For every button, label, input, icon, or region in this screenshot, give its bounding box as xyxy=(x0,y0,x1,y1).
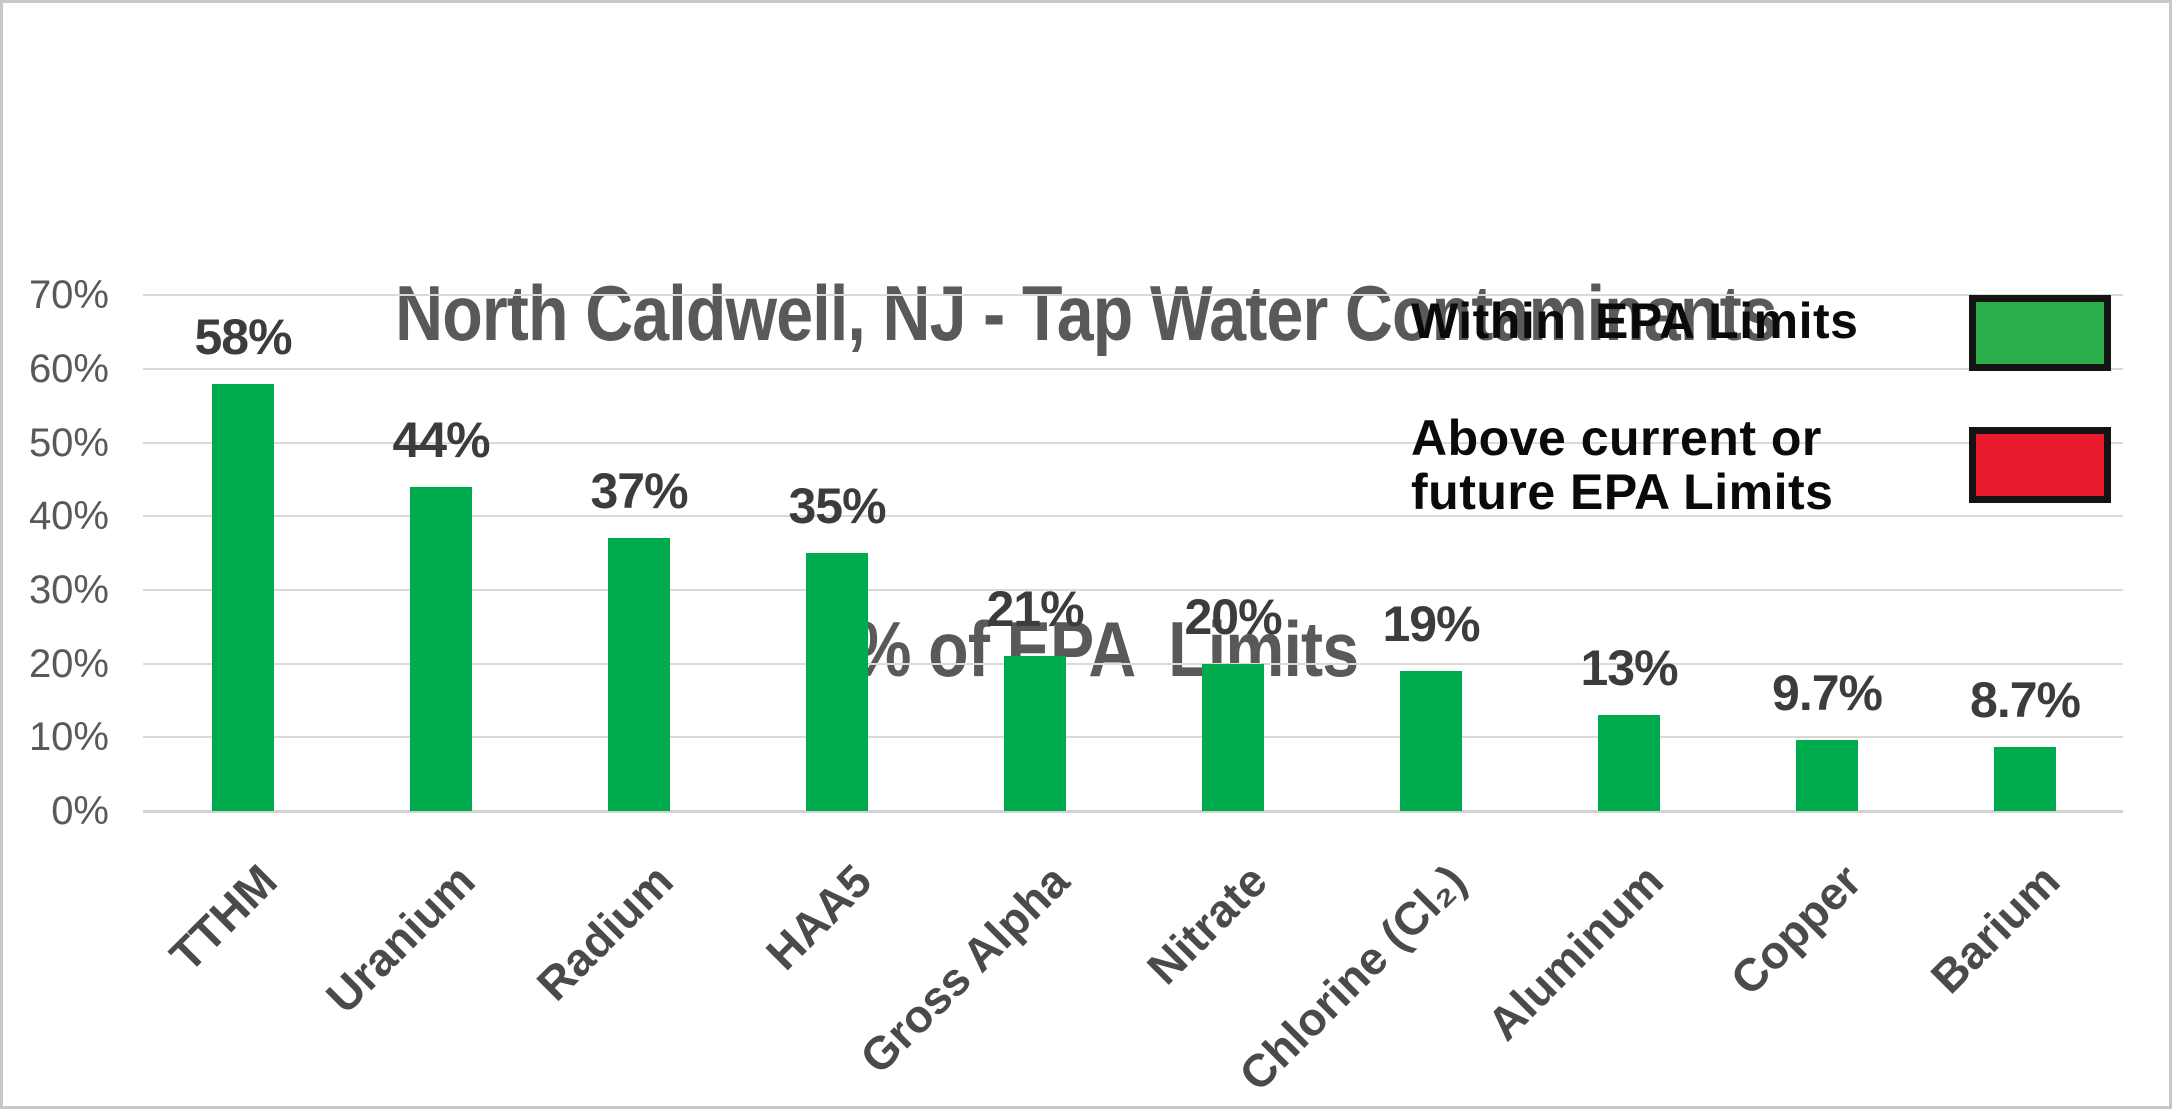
bar-tthm xyxy=(212,383,274,811)
x-axis-line xyxy=(143,810,2123,813)
y-axis-tick-label: 70% xyxy=(28,273,109,318)
bar-chlorine-cl- xyxy=(1400,671,1462,811)
legend-swatch-red xyxy=(1969,427,2111,503)
bar-value-label: 21% xyxy=(986,581,1084,638)
bar-aluminum xyxy=(1598,715,1660,811)
bar-value-label: 20% xyxy=(1184,588,1282,645)
bar-barium xyxy=(1994,746,2056,811)
y-axis-tick-label: 50% xyxy=(28,420,109,465)
legend-swatch-green xyxy=(1969,295,2111,371)
chart-title-line-1: North Caldwell, NJ - Tap Water Contamina… xyxy=(395,269,1777,357)
gridline xyxy=(143,736,2123,739)
gridline xyxy=(143,368,2123,371)
bar-value-label: 8.7% xyxy=(1970,671,2081,728)
bar-gross-alpha xyxy=(1004,656,1066,811)
bar-uranium xyxy=(410,486,472,811)
bar-nitrate xyxy=(1202,663,1264,811)
bar-value-label: 37% xyxy=(590,463,688,520)
bar-value-label: 9.7% xyxy=(1772,664,1883,721)
bar-copper xyxy=(1796,739,1858,811)
bar-value-label: 19% xyxy=(1382,596,1480,653)
bar-value-label: 44% xyxy=(392,411,490,468)
gridline xyxy=(143,515,2123,518)
y-axis-tick-label: 10% xyxy=(28,715,109,760)
gridline xyxy=(143,662,2123,665)
legend-label-above-epa-limits: Above current or future EPA Limits xyxy=(1411,410,1834,520)
bar-value-label: 35% xyxy=(788,478,886,535)
bar-haa5 xyxy=(806,553,868,811)
gridline xyxy=(143,589,2123,592)
y-axis-tick-label: 30% xyxy=(28,568,109,613)
legend-label-within-epa-limits: Within EPA Limits xyxy=(1411,293,1859,349)
bar-value-label: 58% xyxy=(194,308,292,365)
bar-value-label: 13% xyxy=(1580,640,1678,697)
chart-title: North Caldwell, NJ - Tap Water Contamina… xyxy=(165,33,2006,929)
y-axis-tick-label: 40% xyxy=(28,494,109,539)
bar-radium xyxy=(608,538,670,811)
gridline xyxy=(143,294,2123,297)
y-axis-tick-label: 0% xyxy=(51,789,109,833)
y-axis-tick-label: 20% xyxy=(28,641,109,686)
y-axis-tick-label: 60% xyxy=(28,347,109,392)
gridline xyxy=(143,441,2123,444)
